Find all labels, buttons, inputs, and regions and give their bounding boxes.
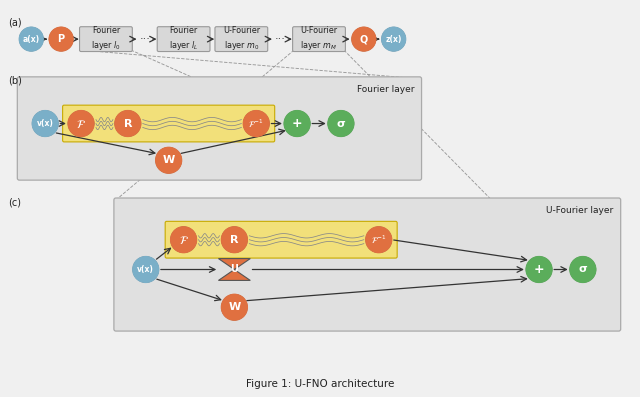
FancyBboxPatch shape (165, 222, 397, 258)
Text: U-Fourier
layer $m_M$: U-Fourier layer $m_M$ (300, 26, 337, 52)
Circle shape (366, 227, 392, 252)
Text: W: W (163, 155, 175, 165)
Text: v(x): v(x) (138, 265, 154, 274)
Circle shape (19, 27, 44, 51)
Text: Fourier layer: Fourier layer (357, 85, 415, 94)
Circle shape (171, 227, 196, 252)
Text: v(x): v(x) (36, 119, 54, 128)
Text: ···: ··· (275, 34, 285, 44)
Text: U-Fourier
layer $m_0$: U-Fourier layer $m_0$ (223, 26, 260, 52)
Text: W: W (228, 302, 241, 312)
Text: Figure 1: U-FNO architecture: Figure 1: U-FNO architecture (246, 379, 394, 389)
FancyBboxPatch shape (114, 198, 621, 331)
Circle shape (221, 227, 247, 252)
Circle shape (570, 256, 596, 282)
Text: Q: Q (360, 34, 368, 44)
Circle shape (381, 27, 406, 51)
Text: Fourier
layer $l_L$: Fourier layer $l_L$ (169, 26, 198, 52)
Text: (b): (b) (8, 76, 22, 86)
Circle shape (68, 111, 94, 137)
Text: $\mathcal{F}^{-1}$: $\mathcal{F}^{-1}$ (248, 118, 264, 130)
Circle shape (243, 111, 269, 137)
Circle shape (115, 111, 141, 137)
Circle shape (328, 111, 354, 137)
FancyBboxPatch shape (215, 27, 268, 52)
Circle shape (32, 111, 58, 137)
Circle shape (221, 294, 247, 320)
Circle shape (133, 256, 159, 282)
FancyBboxPatch shape (17, 77, 422, 180)
FancyBboxPatch shape (79, 27, 132, 52)
Text: (a): (a) (8, 17, 22, 27)
Circle shape (284, 111, 310, 137)
Text: z(x): z(x) (385, 35, 402, 44)
Text: $\mathcal{F}^{-1}$: $\mathcal{F}^{-1}$ (371, 233, 387, 246)
Text: P: P (58, 34, 65, 44)
Circle shape (352, 27, 376, 51)
Polygon shape (218, 258, 250, 280)
FancyBboxPatch shape (157, 27, 210, 52)
Text: ···: ··· (140, 34, 150, 44)
Text: R: R (230, 235, 239, 245)
Text: σ: σ (337, 119, 346, 129)
Text: Fourier
layer $l_0$: Fourier layer $l_0$ (91, 26, 121, 52)
Text: (c): (c) (8, 197, 21, 207)
Text: +: + (292, 117, 303, 130)
Text: $\mathcal{F}$: $\mathcal{F}$ (179, 234, 189, 246)
Text: σ: σ (579, 264, 588, 274)
Text: +: + (534, 263, 545, 276)
Circle shape (526, 256, 552, 282)
Text: R: R (124, 119, 132, 129)
Text: U-Fourier layer: U-Fourier layer (547, 206, 614, 215)
Text: a(x): a(x) (22, 35, 40, 44)
Text: $\mathcal{F}$: $\mathcal{F}$ (76, 118, 86, 129)
Circle shape (49, 27, 73, 51)
Circle shape (156, 147, 182, 173)
FancyBboxPatch shape (63, 105, 275, 142)
Text: U: U (230, 264, 238, 274)
FancyBboxPatch shape (292, 27, 346, 52)
